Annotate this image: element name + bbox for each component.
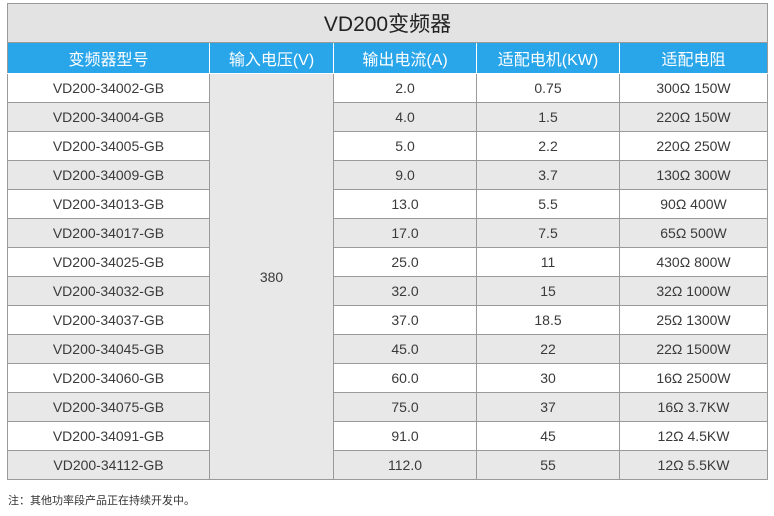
- cell-motor: 22: [476, 334, 620, 364]
- cell-current: 2.0: [333, 73, 477, 103]
- header-model: 变频器型号: [7, 42, 210, 74]
- cell-model: VD200-34004-GB: [7, 102, 210, 132]
- cell-model: VD200-34045-GB: [7, 334, 210, 364]
- table-body: VD200-34002-GB 380 2.0 0.75 300Ω 150W VD200-3…: [7, 73, 769, 480]
- cell-model: VD200-34032-GB: [7, 276, 210, 306]
- cell-model: VD200-34112-GB: [7, 450, 210, 480]
- cell-motor: 37: [476, 392, 620, 422]
- cell-current: 13.0: [333, 189, 477, 219]
- cell-resistor: 16Ω 2500W: [618, 363, 769, 393]
- table-row: VD200-34032-GB 32.0 15 32Ω 1000W: [7, 276, 769, 306]
- cell-resistor: 65Ω 500W: [618, 218, 769, 248]
- cell-motor: 45: [476, 421, 620, 451]
- table-row: VD200-34002-GB 380 2.0 0.75 300Ω 150W: [7, 73, 769, 480]
- cell-motor: 0.75: [476, 73, 620, 103]
- cell-resistor: 16Ω 3.7KW: [618, 392, 769, 422]
- header-row: 变频器型号 输入电压(V) 输出电流(A) 适配电机(KW) 适配电阻: [7, 42, 769, 74]
- table-row: VD200-34037-GB 37.0 18.5 25Ω 1300W: [7, 305, 769, 335]
- cell-current: 60.0: [333, 363, 477, 393]
- table-row: VD200-34075-GB 75.0 37 16Ω 3.7KW: [7, 392, 769, 422]
- table-row: VD200-34004-GB 4.0 1.5 220Ω 150W: [7, 102, 769, 132]
- cell-resistor: 430Ω 800W: [618, 247, 769, 277]
- header-motor: 适配电机(KW): [476, 42, 620, 74]
- table-row: VD200-34005-GB 5.0 2.2 220Ω 250W: [7, 131, 769, 161]
- table-row: VD200-34060-GB 60.0 30 16Ω 2500W: [7, 363, 769, 393]
- cell-motor: 55: [476, 450, 620, 480]
- cell-model: VD200-34002-GB: [7, 73, 210, 103]
- cell-current: 45.0: [333, 334, 477, 364]
- table-row: VD200-34009-GB 9.0 3.7 130Ω 300W: [7, 160, 769, 190]
- cell-resistor: 22Ω 1500W: [618, 334, 769, 364]
- cell-current: 5.0: [333, 131, 477, 161]
- cell-current: 112.0: [333, 450, 477, 480]
- cell-motor: 30: [476, 363, 620, 393]
- cell-current: 9.0: [333, 160, 477, 190]
- cell-model: VD200-34060-GB: [7, 363, 210, 393]
- cell-resistor: 130Ω 300W: [618, 160, 769, 190]
- spec-table: VD200变频器 变频器型号 输入电压(V) 输出电流(A) 适配电机(KW) …: [6, 3, 769, 480]
- table-row: VD200-34112-GB 112.0 55 12Ω 5.5KW: [7, 450, 769, 480]
- cell-current: 25.0: [333, 247, 477, 277]
- cell-model: VD200-34017-GB: [7, 218, 210, 248]
- cell-resistor: 300Ω 150W: [618, 73, 769, 103]
- cell-resistor: 32Ω 1000W: [618, 276, 769, 306]
- cell-model: VD200-34025-GB: [7, 247, 210, 277]
- cell-model: VD200-34075-GB: [7, 392, 210, 422]
- cell-resistor: 25Ω 1300W: [618, 305, 769, 335]
- cell-motor: 5.5: [476, 189, 620, 219]
- cell-model: VD200-34037-GB: [7, 305, 210, 335]
- cell-resistor: 90Ω 400W: [618, 189, 769, 219]
- cell-resistor: 220Ω 150W: [618, 102, 769, 132]
- footnote: 注：其他功率段产品正在持续开发中。: [8, 495, 195, 507]
- cell-resistor: 12Ω 5.5KW: [618, 450, 769, 480]
- cell-resistor: 220Ω 250W: [618, 131, 769, 161]
- cell-motor: 11: [476, 247, 620, 277]
- header-resistor: 适配电阻: [618, 42, 769, 74]
- spec-table-container: VD200变频器 变频器型号 输入电压(V) 输出电流(A) 适配电机(KW) …: [6, 3, 769, 480]
- header-voltage: 输入电压(V): [209, 42, 334, 74]
- title-row: VD200变频器: [6, 3, 769, 43]
- cell-current: 17.0: [333, 218, 477, 248]
- cell-current: 4.0: [333, 102, 477, 132]
- cell-motor: 1.5: [476, 102, 620, 132]
- cell-current: 75.0: [333, 392, 477, 422]
- header-current: 输出电流(A): [333, 42, 477, 74]
- cell-motor: 18.5: [476, 305, 620, 335]
- cell-motor: 7.5: [476, 218, 620, 248]
- table-row: VD200-34091-GB 91.0 45 12Ω 4.5KW: [7, 421, 769, 451]
- table-row: VD200-34013-GB 13.0 5.5 90Ω 400W: [7, 189, 769, 219]
- cell-motor: 15: [476, 276, 620, 306]
- table-row: VD200-34045-GB 45.0 22 22Ω 1500W: [7, 334, 769, 364]
- table-title: VD200变频器: [6, 3, 769, 43]
- cell-current: 32.0: [333, 276, 477, 306]
- cell-model: VD200-34005-GB: [7, 131, 210, 161]
- cell-motor: 2.2: [476, 131, 620, 161]
- cell-model: VD200-34013-GB: [7, 189, 210, 219]
- cell-motor: 3.7: [476, 160, 620, 190]
- cell-resistor: 12Ω 4.5KW: [618, 421, 769, 451]
- cell-model: VD200-34009-GB: [7, 160, 210, 190]
- cell-current: 37.0: [333, 305, 477, 335]
- table-row: VD200-34017-GB 17.0 7.5 65Ω 500W: [7, 218, 769, 248]
- table-row: VD200-34025-GB 25.0 11 430Ω 800W: [7, 247, 769, 277]
- cell-model: VD200-34091-GB: [7, 421, 210, 451]
- cell-voltage: 380: [209, 73, 334, 480]
- cell-current: 91.0: [333, 421, 477, 451]
